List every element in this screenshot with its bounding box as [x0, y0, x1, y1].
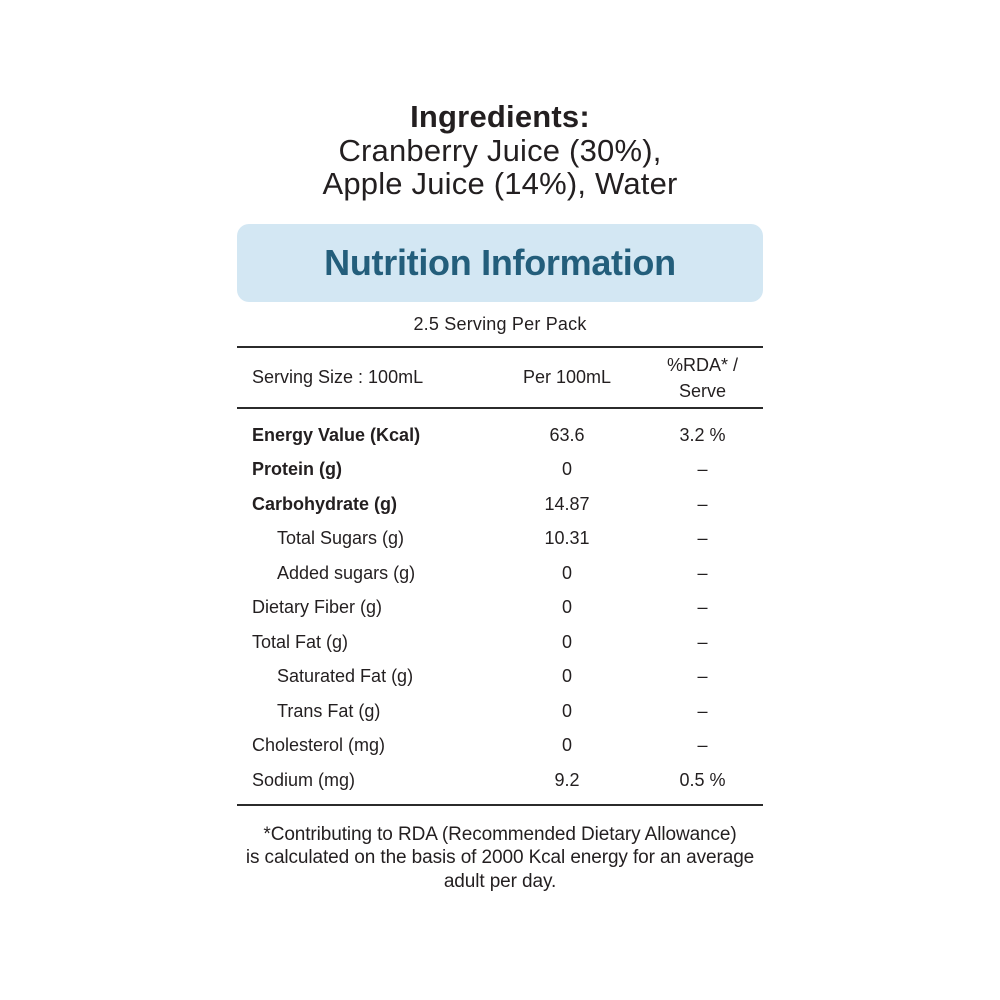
- servings-per-pack: 2.5 Serving Per Pack: [413, 313, 587, 334]
- rda-per-serve-value: 3.2 %: [679, 424, 726, 445]
- header-per-100ml: Per 100mL: [522, 367, 612, 387]
- rda-per-serve-value: –: [697, 700, 708, 721]
- footnote-line-3: adult per day.: [443, 870, 557, 892]
- rda-per-serve-value: –: [697, 459, 708, 480]
- table-row: Protein (g) 0 –: [237, 453, 763, 488]
- header-serving-size: Serving Size : 100mL: [252, 367, 424, 387]
- per-100ml-value: 14.87: [544, 493, 590, 514]
- rda-per-serve-value: –: [697, 631, 708, 652]
- table-row: Dietary Fiber (g) 0 –: [237, 591, 763, 626]
- table-row: Sodium (mg) 9.2 0.5 %: [237, 763, 763, 798]
- footnote-line-2: is calculated on the basis of 2000 Kcal …: [245, 847, 755, 868]
- table-row: Energy Value (Kcal) 63.6 3.2 %: [237, 418, 763, 453]
- ingredients-line-2: Apple Juice (14%), Water: [322, 166, 678, 201]
- table-header-row: Serving Size : 100mL Per 100mL %RDA* / S…: [237, 348, 763, 409]
- footnote-line-1: *Contributing to RDA (Recommended Dietar…: [263, 823, 737, 845]
- nutrient-label: Energy Value (Kcal): [252, 424, 421, 445]
- nutrient-label: Cholesterol (mg): [252, 735, 386, 756]
- rda-per-serve-value: –: [697, 493, 708, 514]
- label-content: Ingredients: Cranberry Juice (30%), Appl…: [237, 100, 763, 893]
- header-rda-line-2: Serve: [678, 380, 727, 401]
- per-100ml-value: 0: [561, 459, 572, 480]
- per-100ml-value: 10.31: [544, 528, 590, 549]
- ingredients-section: Ingredients: Cranberry Juice (30%), Appl…: [237, 99, 763, 201]
- table-row: Total Sugars (g) 10.31 –: [237, 522, 763, 557]
- rda-per-serve-value: –: [697, 562, 708, 583]
- rda-per-serve-value: 0.5 %: [679, 769, 726, 790]
- table-body: Energy Value (Kcal) 63.6 3.2 % Protein (…: [237, 409, 763, 806]
- table-row: Total Fat (g) 0 –: [237, 625, 763, 660]
- per-100ml-value: 9.2: [554, 769, 580, 790]
- header-rda-per-serve: %RDA* / Serve: [642, 352, 763, 404]
- nutrition-table: Serving Size : 100mL Per 100mL %RDA* / S…: [237, 346, 763, 806]
- nutrient-label: Sodium (mg): [252, 769, 356, 790]
- nutrition-information-title: Nutrition Information: [324, 242, 676, 283]
- table-row: Carbohydrate (g) 14.87 –: [237, 487, 763, 522]
- ingredients-line-1: Cranberry Juice (30%),: [338, 133, 662, 168]
- table-row: Added sugars (g) 0 –: [237, 556, 763, 591]
- per-100ml-value: 0: [561, 735, 572, 756]
- table-row: Trans Fat (g) 0 –: [237, 694, 763, 729]
- nutrient-label: Saturated Fat (g): [277, 666, 414, 687]
- nutrient-label: Protein (g): [252, 459, 342, 480]
- rda-per-serve-value: –: [697, 666, 708, 687]
- per-100ml-value: 63.6: [549, 424, 585, 445]
- nutrient-label: Total Fat (g): [252, 631, 349, 652]
- nutrient-label: Total Sugars (g): [277, 528, 405, 549]
- per-100ml-value: 0: [561, 562, 572, 583]
- nutrient-label: Carbohydrate (g): [252, 493, 398, 514]
- rda-per-serve-value: –: [697, 528, 708, 549]
- per-100ml-value: 0: [561, 631, 572, 652]
- nutrient-label: Trans Fat (g): [277, 700, 381, 721]
- rda-footnote: *Contributing to RDA (Recommended Dietar…: [237, 806, 763, 894]
- per-100ml-value: 0: [561, 597, 572, 618]
- nutrition-information-banner: Nutrition Information: [237, 224, 763, 302]
- nutrient-label: Added sugars (g): [277, 562, 416, 583]
- table-row: Saturated Fat (g) 0 –: [237, 660, 763, 695]
- rda-per-serve-value: –: [697, 597, 708, 618]
- header-rda-line-1: %RDA* /: [666, 354, 738, 375]
- nutrient-label: Dietary Fiber (g): [252, 597, 383, 618]
- per-100ml-value: 0: [561, 666, 572, 687]
- per-100ml-value: 0: [561, 700, 572, 721]
- table-row: Cholesterol (mg) 0 –: [237, 729, 763, 764]
- rda-per-serve-value: –: [697, 735, 708, 756]
- ingredients-heading: Ingredients:: [410, 99, 590, 134]
